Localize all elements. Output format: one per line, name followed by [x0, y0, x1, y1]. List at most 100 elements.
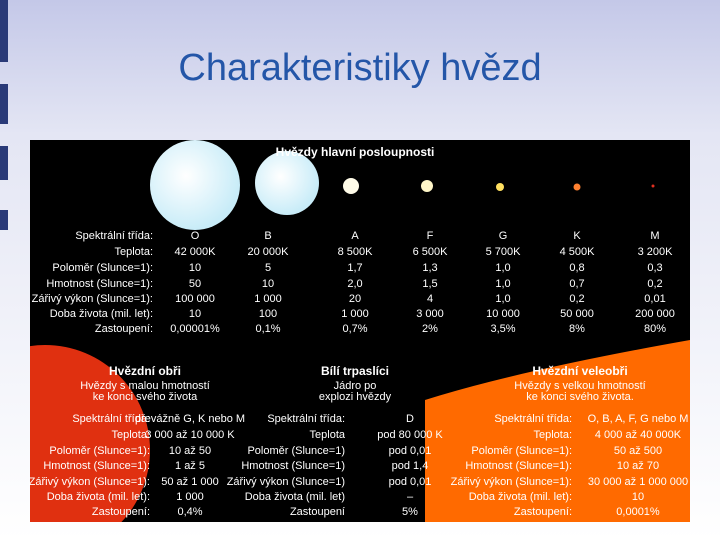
slide-title: Charakteristiky hvězd: [178, 47, 541, 89]
row-label: Poloměr (Slunce=1): [247, 445, 345, 457]
cell: 20 000K: [248, 246, 290, 258]
cell: 0,8: [569, 262, 584, 274]
cell: 5 700K: [486, 246, 522, 258]
cell: 5%: [402, 506, 418, 518]
row-label: Hmotnost (Slunce=1):: [465, 460, 572, 472]
cell: 20: [349, 293, 361, 305]
cell: 4 500K: [560, 246, 596, 258]
cell: pod 0,01: [389, 476, 432, 488]
cell: 4: [427, 293, 433, 305]
cell: 10: [189, 308, 201, 320]
cell: 50 až 500: [614, 445, 662, 457]
cell: 10 až 70: [617, 460, 659, 472]
row-label: Teplota: [310, 429, 346, 441]
row-label: Spektrální třída:: [267, 413, 345, 425]
class-label: O: [191, 230, 200, 242]
cell: 3,5%: [490, 323, 515, 335]
cell: 3 000: [416, 308, 444, 320]
cell: 1 až 5: [175, 460, 205, 472]
side-bar: [0, 0, 8, 230]
group-heading: Bílí trpaslíci: [321, 364, 389, 378]
cell: 0,01: [644, 293, 665, 305]
class-label: M: [650, 230, 659, 242]
row-label: Spektrální třída:: [494, 413, 572, 425]
row-label: Hmotnost (Slunce=1):: [46, 278, 153, 290]
cell: 1,0: [495, 293, 510, 305]
cell: 10 000: [486, 308, 520, 320]
group-heading: Hvězdní obři: [109, 364, 181, 378]
cell: 1,7: [347, 262, 362, 274]
row-label: Zářivý výkon (Slunce=1): [227, 476, 345, 488]
cell: 0,1%: [255, 323, 280, 335]
cell: pod 1,4: [392, 460, 429, 472]
picture: [30, 140, 690, 522]
group-description: Jádro po: [334, 380, 377, 392]
cell: 10: [262, 278, 274, 290]
row-label: Zářivý výkon (Slunce=1):: [32, 293, 153, 305]
row-label: Doba života (mil. let):: [50, 308, 153, 320]
cell: O, B, A, F, G nebo M: [588, 413, 689, 425]
row-label: Zastoupení:: [514, 506, 572, 518]
row-label: Doba života (mil. let):: [469, 491, 572, 503]
row-label: Hmotnost (Slunce=1):: [43, 460, 150, 472]
cell: 100 000: [175, 293, 215, 305]
cell: 50 000: [560, 308, 594, 320]
cell: 0,0001%: [616, 506, 660, 518]
cell: 0,3: [647, 262, 662, 274]
row-label: Zastoupení: [290, 506, 345, 518]
cell: 3 200K: [638, 246, 674, 258]
row-label: Teplota:: [114, 246, 153, 258]
group-description: explozi hvězdy: [319, 391, 392, 403]
class-label: A: [351, 230, 359, 242]
row-label: Hmotnost (Slunce=1): [241, 460, 345, 472]
row-label: Poloměr (Slunce=1):: [471, 445, 572, 457]
cell: 80%: [644, 323, 666, 335]
cell: 6 500K: [413, 246, 449, 258]
row-label: Teplota:: [111, 429, 150, 441]
cell: 1 000: [341, 308, 369, 320]
row-label: Zářivý výkon (Slunce=1):: [451, 476, 572, 488]
row-label: Zastoupení:: [92, 506, 150, 518]
row-label: Spektrální třída:: [75, 230, 153, 242]
cell: 2,0: [347, 278, 362, 290]
cell: pod 0,01: [389, 445, 432, 457]
row-label: Zastoupení:: [95, 323, 153, 335]
cell: 0,2: [569, 293, 584, 305]
row-label: Spektrální třída:: [72, 413, 150, 425]
cell: 0,2: [647, 278, 662, 290]
cell: 1,0: [495, 278, 510, 290]
group-description: Hvězdy s malou hmotností: [80, 380, 210, 392]
cell: 3 000 až 10 000 K: [145, 429, 235, 441]
cell: 200 000: [635, 308, 675, 320]
cell: D: [406, 413, 414, 425]
class-label: B: [264, 230, 271, 242]
cell: 100: [259, 308, 277, 320]
section-heading: Hvězdy hlavní posloupnosti: [276, 145, 435, 159]
row-label: Teplota:: [533, 429, 572, 441]
row-label: Doba života (mil. let):: [47, 491, 150, 503]
class-label: F: [427, 230, 434, 242]
cell: 1,0: [495, 262, 510, 274]
cell: převážně G, K nebo M: [135, 413, 245, 425]
cell: 5: [265, 262, 271, 274]
cell: 10: [189, 262, 201, 274]
row-label: Poloměr (Slunce=1):: [52, 262, 153, 274]
cell: 1 000: [176, 491, 204, 503]
cell: 42 000K: [175, 246, 217, 258]
group-description: Hvězdy s velkou hmotností: [514, 380, 645, 392]
cell: 1 000: [254, 293, 282, 305]
cell: 10: [632, 491, 644, 503]
class-label: G: [499, 230, 508, 242]
cell: 2%: [422, 323, 438, 335]
cell: 8 500K: [338, 246, 374, 258]
row-label: Poloměr (Slunce=1):: [49, 445, 150, 457]
cell: 10 až 50: [169, 445, 211, 457]
cell: –: [407, 491, 414, 503]
cell: 4 000 až 40 000K: [595, 429, 682, 441]
cell: 1,5: [422, 278, 437, 290]
cell: pod 80 000 K: [377, 429, 443, 441]
cell: 0,7: [569, 278, 584, 290]
cell: 0,7%: [342, 323, 367, 335]
cell: 50 až 1 000: [161, 476, 219, 488]
